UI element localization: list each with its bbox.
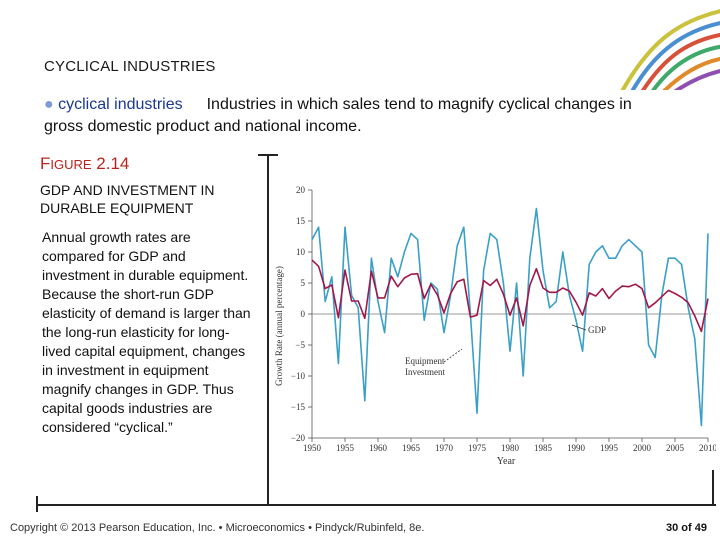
y-tick-label: 10: [296, 247, 306, 257]
figure-label: FIGURE 2.14: [40, 154, 129, 174]
x-tick-label: 1990: [567, 443, 586, 453]
frame-left-tick: [36, 496, 38, 512]
equipment-annotation-line1: Equipment: [405, 356, 445, 366]
x-tick-label: 1965: [402, 443, 421, 453]
x-tick-label: 2005: [666, 443, 685, 453]
y-tick-label: −5: [295, 340, 305, 350]
x-tick-labels: 1950 1955 1960 1965 1970 1975 1980 1985 1990 1995…: [303, 438, 716, 453]
series-line-gdp: [311, 259, 709, 333]
page-number: 30 of 49: [666, 522, 707, 534]
x-tick-label: 1985: [534, 443, 553, 453]
decorative-cable-graphic: [620, 9, 720, 90]
footer-copyright: Copyright © 2013 Pearson Education, Inc.…: [10, 522, 425, 534]
growth-rate-chart: 20 15 10 5 0 −5 −10 −15 −20 1950 1955 1960 1965 1970…: [274, 185, 716, 467]
x-tick-label: 1980: [501, 443, 520, 453]
figure-title: GDP AND INVESTMENT IN DURABLE EQUIPMENT: [40, 182, 215, 216]
gdp-annotation: GDP: [588, 325, 606, 335]
gdp-annotation-arrow: [571, 324, 587, 331]
x-tick-label: 2000: [633, 443, 652, 453]
equipment-annotation-arrow: [443, 348, 463, 363]
figure-label-initial: F: [40, 154, 51, 173]
figure-label-rest: IGURE: [50, 157, 92, 172]
y-tick-label: 20: [296, 185, 306, 195]
y-tick-label: −10: [291, 371, 306, 381]
y-tick-label: 15: [296, 216, 306, 226]
bullet-icon: ●: [44, 96, 54, 113]
figure-number: 2.14: [96, 154, 130, 173]
x-tick-label: 1970: [435, 443, 454, 453]
x-tick-label: 2010: [699, 443, 716, 453]
x-tick-label: 1975: [468, 443, 487, 453]
y-tick-label: 0: [301, 309, 306, 319]
x-axis-label: Year: [497, 456, 516, 467]
series-line-equipment-investment: [311, 207, 709, 427]
slide-heading: CYCLICAL INDUSTRIES: [44, 58, 216, 75]
chart-series: [311, 207, 709, 427]
equipment-annotation-line2: Investment: [405, 367, 445, 377]
frame-bottom-line: [36, 504, 716, 506]
definition-term: cyclical industries: [58, 96, 183, 113]
y-axis-label: Growth Rate (annual percentage): [274, 266, 284, 386]
x-tick-label: 1950: [303, 443, 322, 453]
x-tick-label: 1995: [600, 443, 619, 453]
y-tick-labels: 20 15 10 5 0 −5 −10 −15 −20: [291, 185, 312, 443]
frame-right-tick: [712, 470, 714, 506]
y-tick-label: 5: [301, 278, 306, 288]
x-tick-label: 1955: [336, 443, 355, 453]
x-tick-label: 1960: [369, 443, 388, 453]
y-tick-label: −15: [291, 402, 306, 412]
frame-vertical-line: [267, 154, 269, 506]
y-tick-label: −20: [291, 433, 306, 443]
figure-caption: Annual growth rates are compared for GDP…: [42, 229, 251, 435]
definition-text: ● cyclical industries Industries in which…: [44, 94, 664, 138]
definition-body: Industries in which sales tend to magnif…: [44, 96, 632, 135]
